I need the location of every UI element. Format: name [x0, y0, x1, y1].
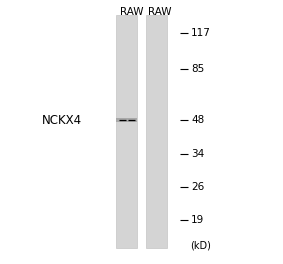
Text: 85: 85 — [191, 64, 204, 74]
Text: RAW: RAW — [120, 7, 143, 17]
Text: 19: 19 — [191, 215, 204, 225]
Text: 34: 34 — [191, 149, 204, 159]
Bar — [116, 15, 137, 248]
Text: 48: 48 — [191, 115, 204, 125]
Bar — [116, 118, 137, 122]
Text: 26: 26 — [191, 182, 204, 192]
Text: RAW: RAW — [148, 7, 172, 17]
Text: NCKX4: NCKX4 — [42, 114, 82, 127]
Text: (kD): (kD) — [190, 241, 211, 251]
Text: 117: 117 — [191, 28, 211, 38]
Bar — [146, 15, 167, 248]
